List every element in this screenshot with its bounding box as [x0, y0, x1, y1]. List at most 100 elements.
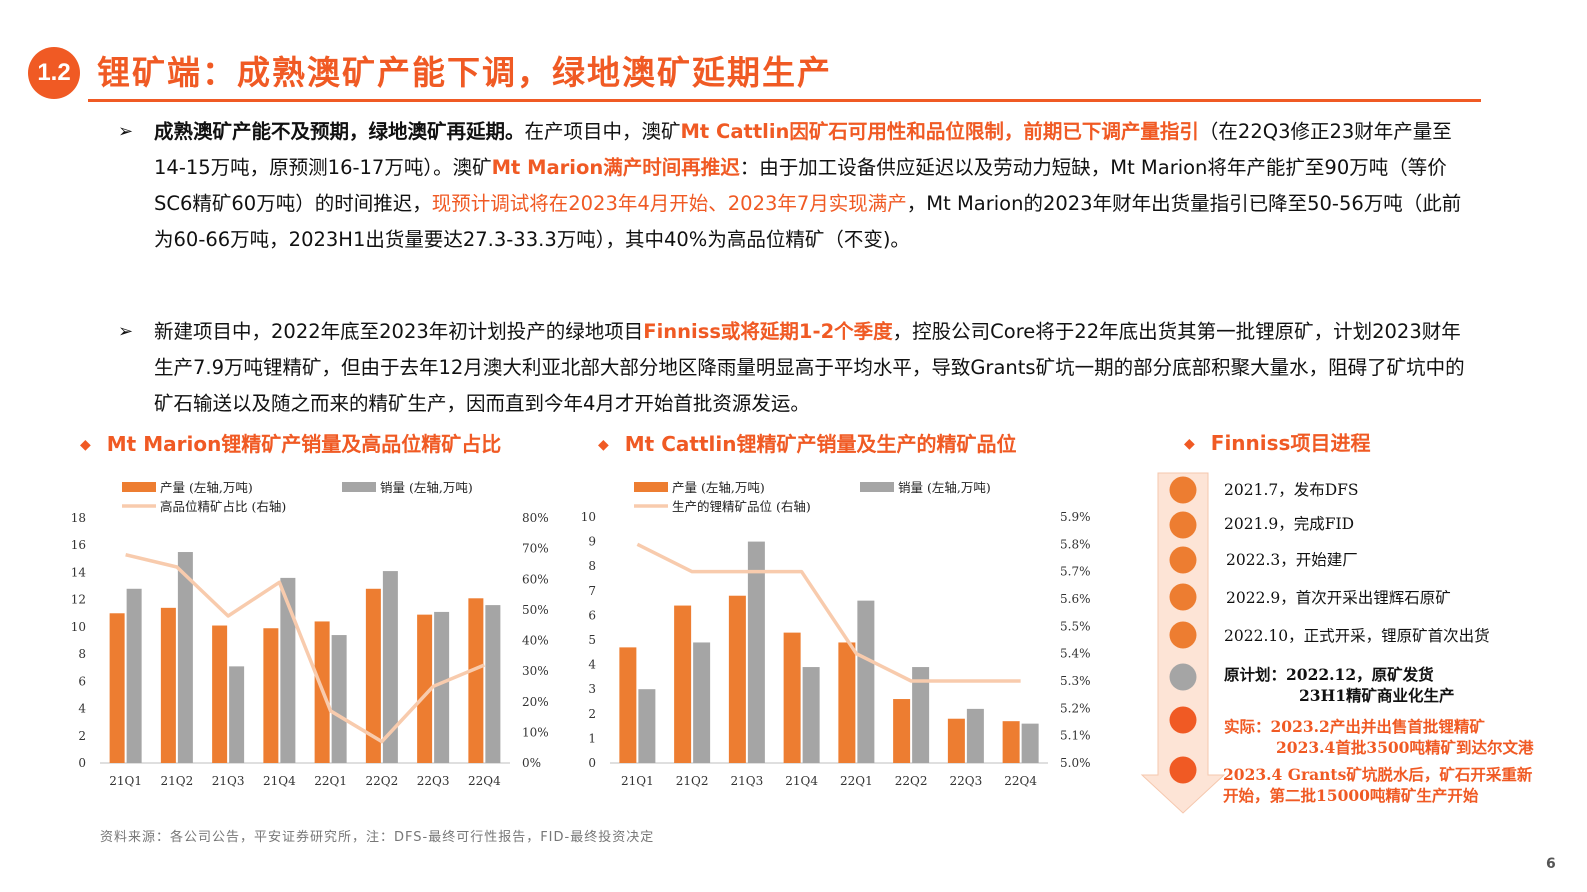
timeline-dot [1169, 621, 1197, 649]
x-tick-label: 21Q1 [621, 774, 654, 788]
x-tick-label: 21Q2 [161, 774, 194, 788]
production-bar [783, 632, 801, 763]
y-left-tick-label: 2 [78, 729, 86, 743]
paragraph-segment: ，控股公司Core将于22年底出货其第一批锂原矿，计划2023财年生产7.9万吨… [154, 320, 1465, 415]
y-right-tick-label: 60% [522, 572, 549, 586]
chart1-heading: ◆ Mt Marion锂精矿产销量及高品位精矿占比 [80, 428, 501, 457]
section-number-badge: 1.2 [28, 47, 80, 99]
sales-bar [966, 708, 984, 763]
y-right-tick-label: 0% [522, 756, 541, 770]
y-left-tick-label: 7 [588, 584, 596, 598]
y-left-tick-label: 3 [588, 682, 596, 696]
production-bar [728, 595, 746, 763]
chart1-title: Mt Marion锂精矿产销量及高品位精矿占比 [106, 432, 502, 456]
sales-bar [331, 635, 347, 763]
production-bar [160, 607, 176, 763]
x-tick-label: 22Q1 [314, 774, 347, 788]
y-left-tick-label: 1 [588, 731, 596, 745]
y-left-tick-label: 10 [581, 510, 596, 524]
production-bar [109, 613, 125, 763]
paragraph-segment: 现预计调试将在2023年4月开始、2023年7月实现满产 [431, 192, 907, 215]
timeline-item: 原计划：2022.12，原矿发货 23H1精矿商业化生产 [1224, 664, 1455, 706]
production-bar [674, 605, 692, 763]
timeline-title: Finniss项目进程 [1210, 431, 1371, 455]
x-tick-label: 22Q2 [366, 774, 399, 788]
x-tick-label: 21Q3 [212, 774, 245, 788]
legend-label-sales: 销量 (左轴,万吨) [898, 480, 991, 495]
timeline-item-line: 原计划：2022.12，原矿发货 [1224, 665, 1434, 684]
sales-bar [126, 588, 142, 763]
paragraph-text: 新建项目中，2022年底至2023年初计划投产的绿地项目Finniss或将延期1… [154, 314, 1473, 422]
paragraph-segment: 成熟澳矿产能不及预期，绿地澳矿再延期。 [154, 120, 525, 143]
y-left-tick-label: 8 [588, 559, 596, 573]
y-right-tick-label: 5.7% [1060, 565, 1091, 579]
diamond-icon: ◆ [598, 437, 609, 453]
sales-bar [638, 689, 656, 763]
x-tick-label: 22Q2 [895, 774, 928, 788]
timeline-dot [1169, 756, 1197, 784]
paragraph-segment: Mt Cattlin因矿石可用性和品位限制，前期已下调产量指引 [680, 120, 1199, 143]
y-left-tick-label: 4 [78, 702, 86, 716]
sales-bar [177, 552, 193, 763]
paragraph-segment: Finniss或将延期1-2个季度 [643, 320, 893, 343]
y-left-tick-label: 6 [588, 608, 596, 622]
y-right-tick-label: 5.5% [1060, 619, 1091, 633]
y-left-tick-label: 12 [71, 593, 86, 607]
y-right-tick-label: 40% [522, 634, 549, 648]
timeline-dot [1169, 663, 1197, 691]
legend-swatch-production [634, 482, 668, 492]
x-tick-label: 22Q4 [1004, 774, 1037, 788]
timeline-item-line: 2023.4首批3500吨精矿到达尔文港 [1276, 738, 1534, 757]
y-right-tick-label: 5.9% [1060, 510, 1091, 524]
y-left-tick-label: 0 [78, 756, 86, 770]
legend-label-sales: 销量 (左轴,万吨) [380, 480, 473, 495]
timeline-item-line: 2023.4 Grants矿坑脱水后，矿石开采重新 [1223, 765, 1533, 784]
production-bar [365, 588, 381, 763]
diamond-icon: ◆ [80, 437, 91, 453]
timeline-dot [1169, 511, 1197, 539]
ratio-line [636, 542, 1021, 683]
paragraph-segment: 新建项目中，2022年底至2023年初计划投产的绿地项目 [154, 320, 644, 343]
y-right-tick-label: 5.2% [1060, 701, 1091, 715]
timeline-item-line: 实际：2023.2产出并出售首批锂精矿 [1224, 717, 1485, 736]
sales-bar [382, 571, 398, 763]
x-tick-label: 22Q3 [417, 774, 450, 788]
y-right-tick-label: 5.6% [1060, 592, 1091, 606]
x-tick-label: 21Q1 [109, 774, 142, 788]
timeline-graphic [1140, 472, 1226, 814]
legend-swatch-sales [342, 482, 376, 492]
legend-swatch-sales [860, 482, 894, 492]
y-right-tick-label: 5.3% [1060, 674, 1091, 688]
sales-bar [485, 605, 501, 763]
x-tick-label: 21Q3 [731, 774, 764, 788]
sales-bar [747, 541, 765, 763]
y-right-tick-label: 5.4% [1060, 647, 1091, 661]
sales-bar [693, 642, 711, 763]
y-right-tick-label: 20% [522, 695, 549, 709]
sales-bar [912, 667, 930, 763]
paragraph-segment: ：由于加工设备供应延迟以及劳动力短缺，Mt Marion将年产能扩至90万吨（等… [154, 156, 1447, 215]
x-tick-label: 21Q4 [785, 774, 818, 788]
y-right-tick-label: 5.1% [1060, 729, 1091, 743]
timeline-item-line: 开始，第二批15000吨精矿生产开始 [1223, 786, 1479, 805]
chart2-title: Mt Cattlin锂精矿产销量及生产的精矿品位 [624, 432, 1017, 456]
production-bar [947, 718, 965, 763]
y-left-tick-label: 5 [588, 633, 596, 647]
y-right-tick-label: 80% [522, 511, 549, 525]
paragraph-segment: 在产项目中，澳矿 [524, 120, 681, 143]
timeline-item: 2022.3，开始建厂 [1226, 551, 1358, 569]
production-bar [838, 642, 856, 763]
paragraph-segment: （在22Q3修正23财年产量至14-15万吨，原预测16-17万吨）。澳矿 [154, 120, 1452, 179]
chart2-heading: ◆ Mt Cattlin锂精矿产销量及生产的精矿品位 [598, 428, 1016, 457]
paragraph-mature-mines: ➢ 成熟澳矿产能不及预期，绿地澳矿再延期。在产项目中，澳矿Mt Cattlin因… [118, 114, 1473, 258]
sales-bar [857, 600, 875, 763]
legend-label-line: 生产的锂精矿品位 (右轴) [672, 499, 811, 514]
y-left-tick-label: 14 [71, 565, 87, 579]
production-bar [212, 625, 228, 763]
timeline-item: 2022.9，首次开采出锂辉石原矿 [1226, 589, 1451, 607]
x-tick-label: 22Q4 [468, 774, 501, 788]
sales-bar [1021, 723, 1039, 763]
bullet-arrow-icon: ➢ [118, 121, 134, 142]
y-left-tick-label: 9 [588, 535, 596, 549]
title-divider [88, 99, 1481, 102]
